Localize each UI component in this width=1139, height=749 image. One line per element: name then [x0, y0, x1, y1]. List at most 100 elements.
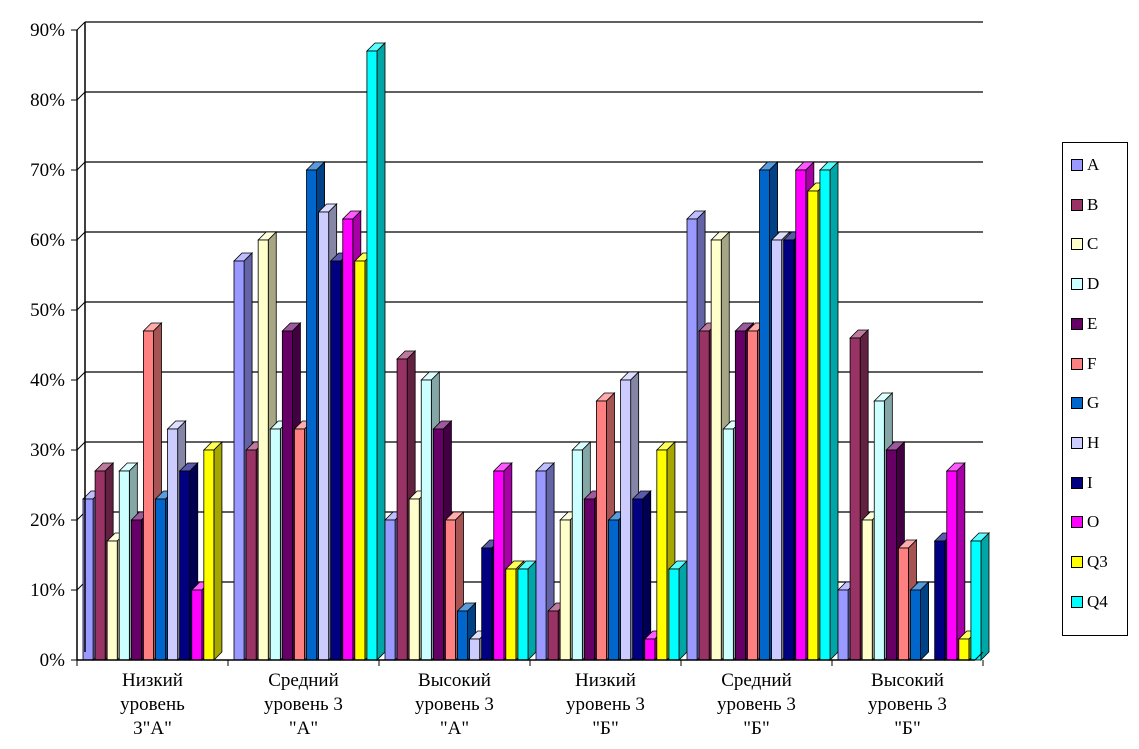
bar-face — [408, 498, 420, 661]
legend-item: I — [1071, 473, 1093, 493]
bar-side — [956, 462, 966, 661]
x-category-label-line: уровень 3 — [566, 694, 645, 715]
x-category-label-line: "Б" — [592, 718, 618, 739]
bar-side — [213, 441, 223, 661]
gridline-depth — [76, 91, 86, 101]
bar-face — [517, 568, 529, 661]
legend-swatch — [1071, 317, 1083, 330]
legend-label: I — [1087, 472, 1093, 492]
legend-swatch — [1071, 556, 1083, 568]
bar-side — [829, 161, 839, 661]
bar-face — [849, 337, 861, 661]
gridline-depth — [76, 441, 86, 451]
x-axis-depth — [974, 651, 984, 661]
y-axis-ticks: 0% 10% 20% 30% 40% 50% 60% 70% 80% 90% — [30, 20, 77, 671]
bar-face — [547, 610, 559, 661]
bar-face — [233, 260, 245, 661]
bar-face — [783, 239, 795, 661]
bar-face — [970, 540, 982, 661]
bar-face — [958, 638, 970, 661]
x-category-label-line: уровень 3 — [717, 694, 796, 715]
legend-label: Q4 — [1087, 591, 1108, 611]
bar-face — [686, 218, 698, 661]
x-category-label: Средний уровень 3 "А" — [264, 670, 343, 739]
bar-face — [167, 428, 179, 661]
bar-face — [571, 449, 583, 661]
bar-face — [885, 449, 897, 661]
x-category-label-line: 3"А" — [133, 718, 172, 739]
legend-item: D — [1071, 274, 1099, 294]
y-tick-label: 90% — [30, 20, 65, 41]
bar-face — [432, 428, 444, 661]
bar-side — [376, 42, 386, 661]
bar-face — [94, 470, 106, 661]
bar-face — [155, 498, 166, 661]
y-tick-label: 20% — [30, 510, 65, 531]
bar-side — [527, 560, 537, 661]
y-tick-label: 60% — [30, 230, 65, 251]
legend-item: H — [1071, 433, 1099, 453]
bar — [909, 581, 930, 661]
gridline-depth — [76, 301, 86, 311]
legend-swatch — [1071, 238, 1083, 251]
legend-label: F — [1087, 353, 1097, 373]
legend-swatch — [1071, 436, 1083, 449]
bar-face — [469, 638, 481, 661]
x-category-label: Средний уровень 3 "Б" — [717, 670, 796, 739]
bar-face — [130, 519, 142, 661]
bar-face — [747, 330, 758, 661]
legend-swatch — [1071, 476, 1083, 489]
legend-item: Q3 — [1071, 552, 1108, 572]
x-category-label-line: Высокий — [418, 670, 491, 691]
x-axis-labels: Низкий уровень 3"А"Средний уровень 3 "А"Высо… — [120, 670, 947, 739]
bar-face — [898, 547, 909, 661]
bar-face — [873, 400, 885, 661]
bar-face — [318, 211, 330, 661]
bar-face — [668, 568, 680, 661]
bar-face — [656, 449, 668, 661]
y-tick-label: 30% — [30, 440, 65, 461]
legend-item: A — [1071, 155, 1099, 175]
bar-face — [203, 449, 215, 661]
bar — [516, 560, 537, 661]
x-category-label-line: "А" — [289, 718, 318, 739]
legend-swatch — [1071, 397, 1083, 410]
x-category-label-line: уровень — [120, 694, 185, 715]
x-category-label-line: уровень 3 — [264, 694, 343, 715]
legend-label: O — [1087, 512, 1100, 532]
x-category-label: Низкий уровень 3 "Б" — [566, 670, 645, 739]
legend-label: D — [1087, 274, 1100, 294]
bar-face — [734, 330, 746, 661]
legend-label: G — [1087, 393, 1100, 413]
legend-label: B — [1087, 194, 1099, 214]
bar-face — [457, 610, 468, 661]
gridline-depth — [76, 21, 86, 31]
bar-face — [698, 330, 710, 661]
bar-face — [445, 519, 456, 661]
legend-swatch — [1071, 357, 1083, 370]
bar-face — [910, 589, 921, 661]
bar — [631, 490, 652, 661]
legend-item: O — [1071, 512, 1099, 532]
bar-face — [644, 638, 656, 661]
bar-face — [179, 470, 191, 661]
bar-face — [583, 498, 595, 661]
bar-face — [342, 218, 354, 661]
bar-face — [281, 330, 293, 661]
gridline-depth — [76, 161, 86, 171]
bar-face — [608, 519, 619, 661]
bar-face — [384, 519, 396, 661]
bar-face — [795, 169, 807, 661]
legend-label: E — [1087, 313, 1098, 333]
bar-face — [861, 519, 873, 661]
bar — [945, 462, 966, 661]
legend-item: B — [1071, 195, 1098, 215]
bar-face — [493, 470, 505, 661]
bar-face — [191, 589, 203, 661]
bar-face — [946, 470, 958, 661]
bar-side — [920, 581, 929, 661]
x-category-label-line: Низкий — [122, 670, 183, 691]
bar — [667, 560, 688, 661]
bar-face — [306, 169, 317, 661]
bar — [818, 161, 839, 661]
